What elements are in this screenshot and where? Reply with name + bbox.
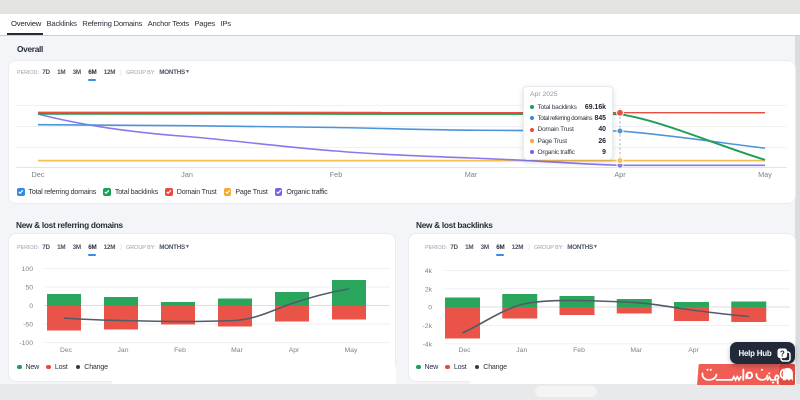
svg-text:May: May bbox=[345, 347, 358, 354]
svg-text:4k: 4k bbox=[425, 268, 433, 275]
svg-text:Apr: Apr bbox=[688, 347, 699, 354]
svg-text:2k: 2k bbox=[425, 286, 433, 293]
svg-text:Feb: Feb bbox=[174, 347, 186, 354]
svg-text:Mar: Mar bbox=[630, 347, 642, 354]
svg-text:Jan: Jan bbox=[118, 347, 129, 354]
svg-text:50: 50 bbox=[25, 285, 33, 292]
svg-text:Jan: Jan bbox=[516, 347, 527, 354]
svg-text:Feb: Feb bbox=[573, 347, 585, 354]
svg-text:Jan: Jan bbox=[181, 170, 193, 179]
svg-text:0: 0 bbox=[29, 303, 33, 310]
svg-text:0: 0 bbox=[428, 305, 432, 312]
svg-text:Dec: Dec bbox=[60, 347, 73, 354]
svg-text:Mar: Mar bbox=[231, 347, 243, 354]
svg-text:Mar: Mar bbox=[465, 170, 478, 179]
svg-text:-2k: -2k bbox=[423, 323, 433, 330]
svg-text:May: May bbox=[758, 170, 772, 179]
svg-text:-100: -100 bbox=[19, 340, 33, 347]
svg-text:-4k: -4k bbox=[423, 341, 433, 348]
svg-text:Dec: Dec bbox=[32, 170, 45, 179]
svg-text:-50: -50 bbox=[23, 322, 33, 329]
svg-text:?: ? bbox=[779, 349, 784, 358]
svg-text:Apr: Apr bbox=[614, 170, 626, 179]
svg-text:100: 100 bbox=[22, 266, 34, 273]
svg-text:Dec: Dec bbox=[458, 347, 471, 354]
svg-text:Feb: Feb bbox=[330, 170, 343, 179]
svg-text:Apr: Apr bbox=[289, 347, 300, 354]
